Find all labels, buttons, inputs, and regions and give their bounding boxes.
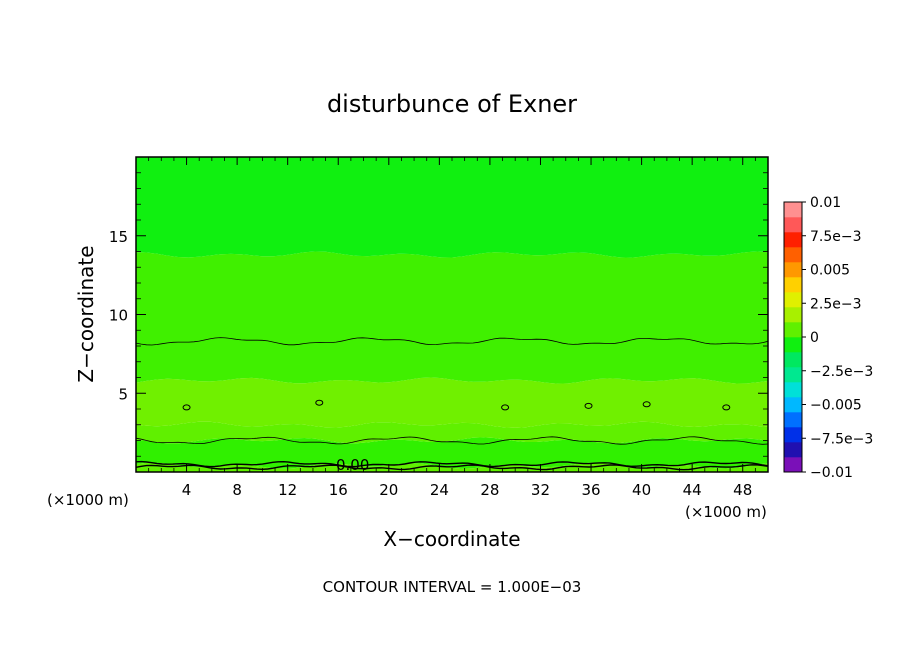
x-tick-label: 32 [531,481,550,499]
colorbar-tick-label: 0 [810,330,819,346]
x-tick-label: 12 [278,481,297,499]
x-tick-label: 8 [232,481,242,499]
x-unit-left: (×1000 m) [47,491,129,509]
colorbar-swatch [784,247,802,263]
colorbar-swatch [784,382,802,398]
colorbar-swatch [784,337,802,353]
closed-contour-3 [584,402,593,409]
closed-contour-4 [642,401,651,408]
colorbar-swatch [784,217,802,233]
x-tick-label: 36 [581,481,600,499]
y-tick-label: 10 [109,307,128,325]
contour-line-0 [135,464,769,471]
colorbar-tick-label: 0.01 [810,195,841,211]
colorbar-swatch [784,367,802,383]
contour-label: 0.00 [336,456,369,474]
band-4 [136,251,768,384]
contour-lines [135,337,769,471]
y-axis-ticks: 5 10 15 [109,172,768,457]
colorbar-swatch [784,262,802,278]
y-axis-title: Z−coordinate [74,245,98,382]
contour-line-1 [135,460,769,468]
x-axis-ticks: 4 8 12 16 20 24 28 32 36 40 44 48 [148,157,756,499]
colorbar-swatch [784,292,802,308]
closed-contour-1 [315,399,324,406]
colorbar-swatch [784,232,802,248]
x-tick-label: 40 [632,481,651,499]
band-5 [136,157,768,258]
contour-line-3 [135,337,769,346]
closed-contour-2 [501,404,510,411]
x-tick-label: 44 [683,481,702,499]
colorbar-tick-labels: 0.01 7.5e−3 0.005 2.5e−3 0 −2.5e−3 −0.005 −7.5e… [802,195,873,481]
closed-contour-0 [182,404,191,411]
x-tick-label: 48 [733,481,752,499]
x-tick-label: 4 [182,481,192,499]
contour-interval-note: CONTOUR INTERVAL = 1.000E−03 [323,578,582,596]
closed-contour-5 [722,404,731,411]
y-tick-label: 15 [109,228,128,246]
colorbar-tick-label: −7.5e−3 [810,431,873,447]
colorbar-swatch [784,397,802,413]
field-fill [136,157,768,472]
band-1 [136,437,768,469]
x-tick-label: 16 [329,481,348,499]
colorbar-tick-label: −0.01 [810,465,853,481]
colorbar-tick-label: 2.5e−3 [810,296,862,312]
colorbar-swatch [784,307,802,323]
colorbar-tick-label: 0.005 [810,263,850,279]
x-tick-label: 28 [480,481,499,499]
colorbar [783,201,803,473]
band-3 [136,377,768,428]
contour-line-2 [135,436,769,445]
chart-title: disturbunce of Exner [327,90,577,118]
colorbar-swatch [784,322,802,338]
colorbar-tick-label: −2.5e−3 [810,364,873,380]
colorbar-swatch [784,352,802,368]
y-tick-label: 5 [118,385,128,403]
colorbar-tick-label: 7.5e−3 [810,229,862,245]
band-2 [136,421,768,444]
colorbar-swatch [784,277,802,293]
colorbar-tick-label: −0.005 [810,398,862,414]
colorbar-swatch [784,457,802,473]
x-tick-label: 24 [430,481,449,499]
x-unit-right: (×1000 m) [685,503,767,521]
x-axis-title: X−coordinate [383,527,520,551]
x-tick-label: 20 [379,481,398,499]
colorbar-swatch [784,427,802,443]
colorbar-swatch [784,412,802,428]
colorbar-swatch [784,202,802,218]
colorbar-swatch [784,442,802,458]
